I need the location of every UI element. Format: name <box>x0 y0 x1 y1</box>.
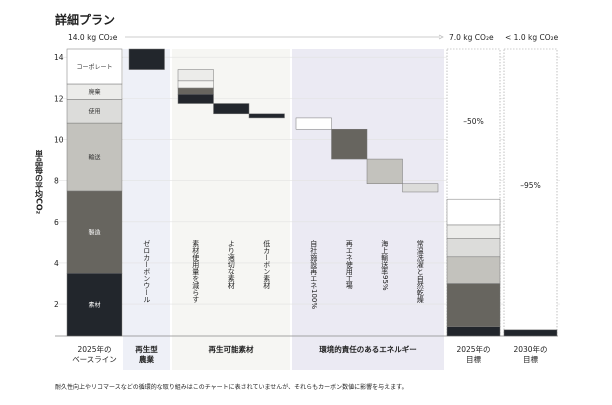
step-label: 自社施設再エネ100% <box>310 239 318 309</box>
group-band <box>292 49 444 370</box>
step-label: 常温洗濯と自然乾燥 <box>416 239 424 304</box>
group-band <box>123 49 170 370</box>
waterfall-step-bar <box>177 80 214 89</box>
target-reduction-label: –95% <box>520 181 540 190</box>
target-segment <box>446 326 501 337</box>
waterfall-step-bar <box>177 87 214 95</box>
baseline-segment-label: 使用 <box>88 108 100 116</box>
waterfall-step-bar <box>248 113 285 119</box>
baseline-category-label: ベースライン <box>72 355 117 364</box>
y-tick-label: 14 <box>54 53 64 62</box>
step-label: ゼロカーボンウール <box>143 239 151 303</box>
target-segment <box>446 224 501 239</box>
baseline-segment-label: 素材 <box>88 301 100 309</box>
target-category-label: 2030年の <box>513 344 547 354</box>
waterfall-step-bar <box>128 48 165 70</box>
group-category-label: 再生可能素材 <box>209 344 254 354</box>
y-tick-label: 6 <box>54 218 59 227</box>
step-label: 再エネ使用工場 <box>345 240 353 290</box>
baseline-segment <box>66 48 123 85</box>
target-2030-annotation: < 1.0 kg CO₂e <box>505 33 559 42</box>
waterfall-step-bar <box>213 103 250 115</box>
y-tick-label: 12 <box>54 94 64 103</box>
waterfall-step-bar <box>177 69 214 82</box>
target-segment <box>446 238 501 258</box>
baseline-segment-label: コーポレート <box>76 63 112 71</box>
y-axis-label: 単品毎の平均CO₂ <box>35 149 44 215</box>
baseline-segment <box>66 190 123 274</box>
baseline-segment-label: 廃棄 <box>88 88 100 96</box>
target-reduction-label: –50% <box>463 117 483 126</box>
group-category-label: 再生型 <box>135 344 158 354</box>
y-tick-label: 4 <box>54 259 59 268</box>
target-column <box>503 48 558 337</box>
waterfall-step-bar <box>177 94 214 104</box>
target-segment <box>446 198 501 226</box>
start-annotation: 14.0 kg CO₂e <box>68 33 118 42</box>
y-tick-label: 10 <box>54 136 64 145</box>
target-segment <box>503 329 558 337</box>
chart-title: 詳細プラン <box>55 12 115 27</box>
baseline-category-label: 2025年の <box>77 344 111 354</box>
target-2025-annotation: 7.0 kg CO₂e <box>449 33 494 42</box>
step-label: より適切な素材 <box>227 240 235 289</box>
waterfall-step-bar <box>366 158 403 185</box>
y-tick-label: 2 <box>54 300 59 309</box>
target-segment <box>446 283 501 327</box>
waterfall-step-bar <box>295 117 332 130</box>
step-label: 海上輸送率95% <box>381 239 389 291</box>
baseline-segment <box>66 273 123 337</box>
step-label: 素材使用量を減らす <box>192 239 200 303</box>
baseline-segment <box>66 122 123 192</box>
step-label: 低カーボン素材 <box>263 239 271 289</box>
group-category-label: 環境的責任のあるエネルギー <box>319 344 417 354</box>
y-tick-label: 8 <box>54 177 59 186</box>
waterfall-step-bar <box>331 128 368 160</box>
waterfall-step-bar <box>402 183 439 193</box>
target-category-label: 目標 <box>466 354 481 364</box>
arrow-head-icon <box>438 34 444 40</box>
baseline-segment-label: 輸送 <box>88 154 100 162</box>
baseline-segment-label: 製造 <box>88 229 100 237</box>
target-category-label: 目標 <box>523 354 538 364</box>
footnote: 耐久性向上やリコマースなどの循環的な取り組みはこのチャートに表されていませんが、… <box>55 383 408 391</box>
target-segment <box>446 256 501 284</box>
group-category-label: 農業 <box>139 354 154 364</box>
target-category-label: 2025年の <box>456 344 490 354</box>
